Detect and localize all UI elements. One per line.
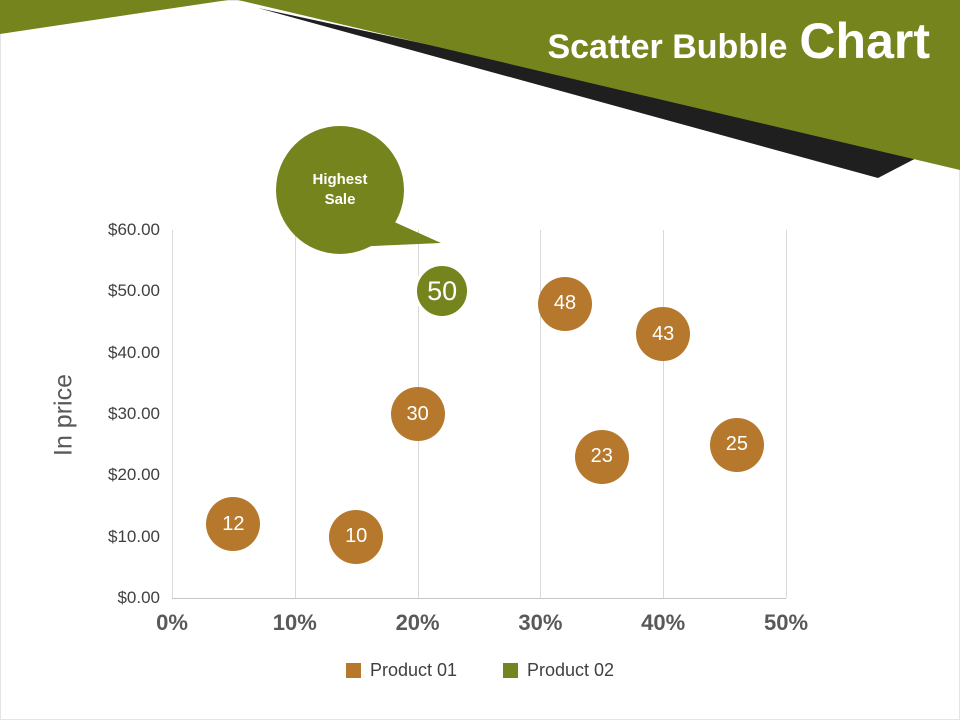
- bubble-product-01: 43: [636, 307, 691, 362]
- y-axis-tick-label: $60.00: [108, 220, 160, 239]
- slide-title-regular: Scatter Bubble: [547, 28, 788, 66]
- bubble-product-01: 30: [390, 387, 445, 441]
- x-axis-line: [172, 598, 786, 599]
- bubble-product-01: 23: [574, 429, 629, 484]
- bubble-product-01: 10: [329, 509, 384, 564]
- callout-text: Highest Sale: [276, 128, 404, 252]
- dark-accent-triangle: [258, 8, 928, 178]
- gridline-vertical: [786, 230, 787, 598]
- callout-line-1: Highest: [312, 170, 368, 188]
- legend-swatch-product-01: [345, 663, 361, 678]
- gridline-vertical: [294, 230, 296, 598]
- legend-swatch-product-02: [503, 663, 518, 678]
- slide-title-large: Chart: [799, 13, 930, 69]
- bubble-product-01: 12: [206, 497, 261, 552]
- slide-title: Scatter Bubble Chart: [547, 12, 930, 70]
- bubble-product-01: 48: [537, 276, 592, 331]
- gridline-vertical: [540, 230, 542, 598]
- y-axis-tick-label: $10.00: [108, 526, 160, 546]
- olive-banner-triangle: [238, 0, 960, 170]
- y-axis-tick-label: $0.00: [117, 588, 160, 607]
- callout-line-2: Sale: [324, 191, 356, 208]
- y-axis-tick-label: $20.00: [108, 465, 160, 485]
- y-axis-tick-label: $40.00: [108, 342, 160, 362]
- header-decoration: [0, 0, 960, 178]
- x-axis-tick-label: 50%: [763, 610, 809, 635]
- x-axis-tick-label: 0%: [156, 610, 188, 635]
- chart-legend: Product 01 Product 02: [0, 660, 960, 681]
- bubble-product-02: 50: [414, 263, 471, 320]
- olive-corner-triangle: [0, 0, 228, 34]
- y-axis-tick-label: $30.00: [108, 404, 160, 423]
- legend-item-product-02: Product 02: [503, 660, 614, 681]
- x-axis-tick-label: 40%: [641, 610, 686, 635]
- x-axis-tick-label: 10%: [272, 610, 317, 635]
- gridline-vertical: [172, 230, 173, 598]
- bubble-product-01: 25: [709, 417, 764, 472]
- legend-item-product-01: Product 01: [345, 660, 457, 681]
- x-axis-tick-label: 20%: [395, 610, 440, 635]
- x-axis-tick-label: 30%: [518, 610, 563, 635]
- gridline-vertical: [663, 230, 665, 598]
- legend-label-product-02: Product 02: [527, 660, 615, 680]
- y-axis-tick-label: $50.00: [108, 281, 160, 301]
- callout-circle: [276, 126, 404, 254]
- legend-label-product-01: Product 01: [369, 660, 457, 680]
- highest-sale-callout: [276, 126, 441, 254]
